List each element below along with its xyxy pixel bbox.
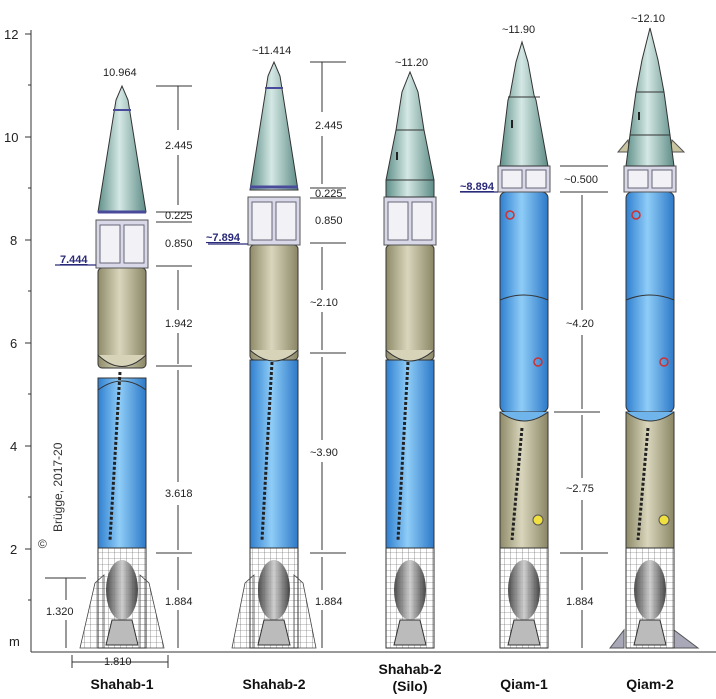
shahab-1-top-height: 10.964	[103, 67, 137, 79]
rocket-qiam-1	[497, 40, 551, 649]
copyright-note: © Brügge, 2017-20	[38, 442, 65, 551]
shahab-2-silo-dim-engine: 1.884	[315, 596, 343, 608]
shahab-1-dim-engine: 1.884	[165, 596, 193, 608]
qiam-1-dim-blue-tank: ~4.20	[566, 318, 594, 330]
axis-tick-8: 8	[10, 233, 17, 248]
shahab-1-base-width: 1.810	[104, 656, 132, 668]
rocket-shahab-2-silo	[383, 70, 437, 649]
qiam-1-dim-payload: ~0.500	[564, 174, 598, 186]
shahab-2-silo-top-height: ~11.20	[395, 57, 428, 69]
label-shahab-2-silo-line2: (Silo)	[392, 678, 428, 694]
shahab-2-top-height: ~11.414	[252, 45, 291, 57]
qiam-1-dim-engine: 1.884	[566, 596, 594, 608]
rocket-shahab-1	[79, 84, 165, 649]
shahab-1-dim-upper-tank: 1.942	[165, 318, 193, 330]
label-shahab-2: Shahab-2	[242, 676, 306, 692]
label-shahab-2-silo-line1: Shahab-2	[378, 661, 442, 677]
shahab-2-marker: ~7.894	[206, 232, 241, 244]
label-qiam-2: Qiam-2	[626, 676, 674, 692]
qiam-1-marker: ~8.894	[460, 181, 495, 193]
height-axis: 12 10 8 6 4 2 m	[4, 27, 716, 653]
axis-tick-2: 2	[10, 542, 17, 557]
label-qiam-1: Qiam-1	[500, 676, 548, 692]
shahab-1-dim-nose: 2.445	[165, 140, 193, 152]
label-shahab-1: Shahab-1	[90, 676, 154, 692]
shahab-1-base-height: 1.320	[46, 606, 74, 618]
axis-tick-12: 12	[4, 27, 18, 42]
rocket-qiam-2	[608, 27, 700, 649]
shahab-2-dim-nose: 2.445	[315, 120, 343, 132]
qiam-1-dim-olive-tank: ~2.75	[566, 483, 594, 495]
axis-tick-4: 4	[10, 439, 17, 454]
axis-unit: m	[9, 634, 20, 649]
shahab-1-marker: 7.444	[60, 254, 88, 266]
axis-tick-6: 6	[10, 336, 17, 351]
copyright-symbol: ©	[38, 537, 47, 551]
qiam-2-top-height: ~12.10	[631, 13, 665, 25]
shahab-1-dim-ring: 0.225	[165, 210, 193, 222]
shahab-2-dim-lower-tank: ~3.90	[310, 447, 338, 459]
shahab-2-dim-ring: 0.225	[315, 188, 343, 200]
rocket-shahab-2	[231, 60, 317, 649]
copyright-text: Brügge, 2017-20	[51, 442, 65, 532]
shahab-2-dim-payload: 0.850	[315, 215, 343, 227]
qiam-1-top-height: ~11.90	[502, 24, 535, 36]
shahab-1-dim-lower-tank: 3.618	[165, 488, 193, 500]
axis-tick-10: 10	[4, 130, 18, 145]
shahab-2-dim-upper-tank: ~2.10	[310, 297, 338, 309]
shahab-1-dim-payload: 0.850	[165, 238, 193, 250]
